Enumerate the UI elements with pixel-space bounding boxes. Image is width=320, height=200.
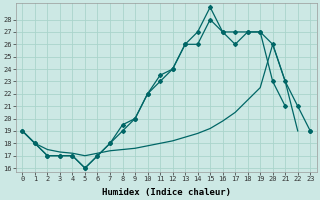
X-axis label: Humidex (Indice chaleur): Humidex (Indice chaleur) xyxy=(102,188,231,197)
